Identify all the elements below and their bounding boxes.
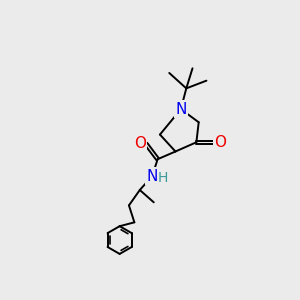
Text: N: N (146, 169, 158, 184)
Text: N: N (175, 102, 187, 117)
Text: O: O (134, 136, 146, 151)
Text: O: O (214, 135, 226, 150)
Text: H: H (158, 171, 168, 185)
